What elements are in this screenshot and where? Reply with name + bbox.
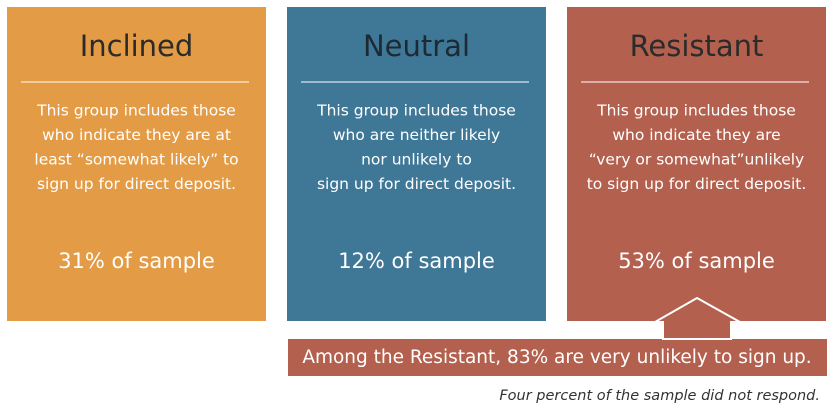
footnote: Four percent of the sample did not respo… [499, 388, 820, 404]
card-description: This group includes those [596, 102, 796, 120]
card-title: Resistant [630, 29, 764, 63]
callout-arrow [651, 296, 744, 340]
card [7, 7, 266, 321]
card-sample: 53% of sample [618, 249, 775, 273]
card-description: sign up for direct deposit. [37, 175, 236, 193]
card-description: nor unlikely to [361, 151, 472, 169]
card [567, 7, 826, 321]
card-description: who indicate they are at [42, 126, 231, 144]
card-description: to sign up for direct deposit. [587, 175, 807, 193]
card-title: Inclined [80, 29, 194, 63]
card-description: sign up for direct deposit. [317, 175, 516, 193]
card-sample: 12% of sample [338, 249, 495, 273]
card-description: who indicate they are [612, 126, 780, 144]
callout-bar [288, 339, 827, 376]
card-description: “very or somewhat”unlikely [589, 151, 804, 169]
card-description: least “somewhat likely” to [34, 151, 238, 169]
card-description: This group includes those [36, 102, 236, 120]
card-title: Neutral [363, 29, 470, 63]
card-sample: 31% of sample [58, 249, 215, 273]
callout-text: Among the Resistant, 83% are very unlike… [302, 347, 811, 368]
card [287, 7, 546, 321]
card-description: This group includes those [316, 102, 516, 120]
card-description: who are neither likely [333, 126, 500, 144]
